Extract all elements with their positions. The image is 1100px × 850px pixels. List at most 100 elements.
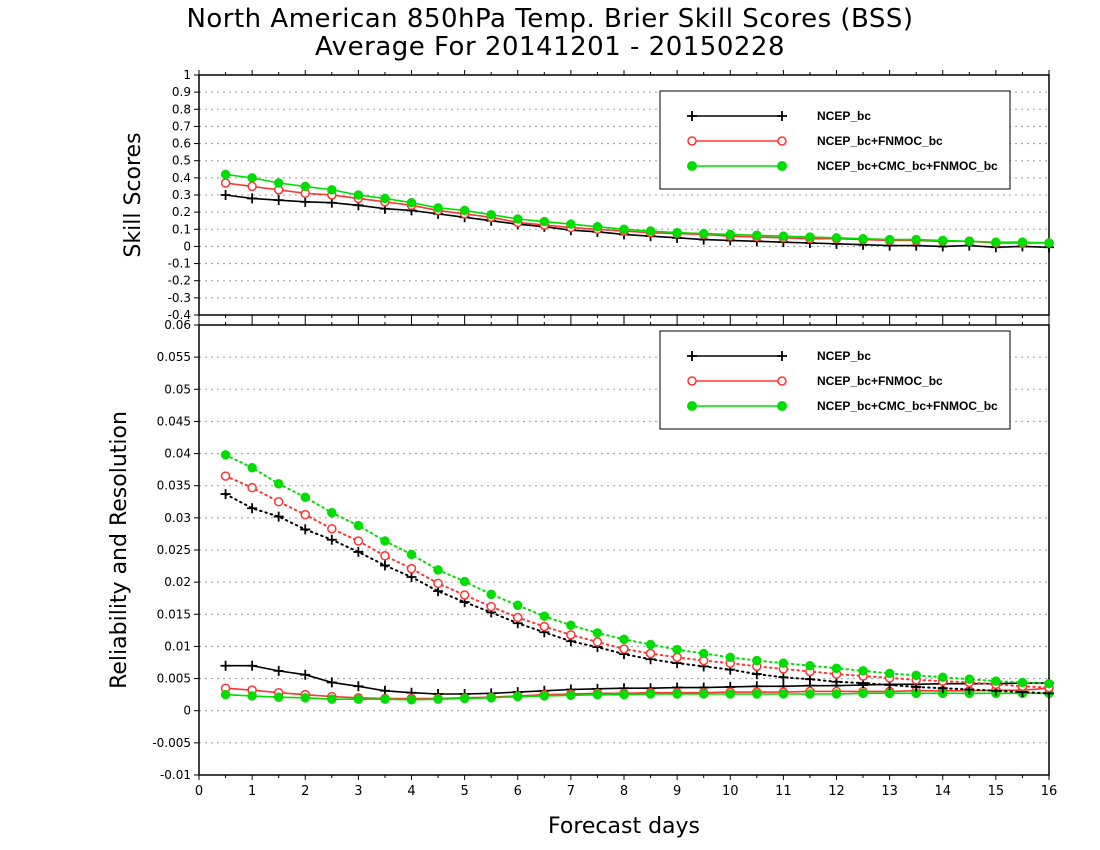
- data-point: [247, 173, 257, 183]
- legend-marker: [687, 136, 697, 146]
- legend-entry: NCEP_bc: [687, 349, 871, 363]
- data-point: [433, 578, 443, 589]
- series-ncep-bc-resolution: [220, 489, 1054, 699]
- data-point: [247, 691, 257, 701]
- series-ncep-bc-cmc-bc-fnmoc-bc-bss: [220, 169, 1054, 248]
- legend-entry: NCEP_bc+CMC_bc+FNMOC_bc: [687, 159, 998, 173]
- y-tick-label: -0.2: [168, 274, 191, 288]
- data-point: [326, 534, 337, 545]
- legend-marker: [777, 161, 787, 171]
- data-point: [247, 462, 257, 473]
- data-point: [831, 663, 842, 674]
- data-point: [539, 216, 550, 227]
- data-point: [831, 233, 842, 243]
- x-tick-label: 2: [301, 784, 309, 799]
- data-point: [273, 665, 284, 676]
- legend-marker: [687, 111, 697, 121]
- x-tick-label: 15: [988, 784, 1005, 799]
- x-tick-label: 4: [407, 784, 415, 799]
- data-point: [406, 197, 417, 208]
- series-line: [224, 493, 1050, 695]
- data-point: [938, 672, 948, 683]
- data-point: [327, 694, 337, 704]
- data-point: [273, 195, 284, 206]
- y-tick-label: 0.9: [172, 85, 191, 99]
- data-point: [725, 689, 735, 699]
- data-point: [406, 695, 417, 705]
- y-tick-label: 1: [183, 68, 191, 82]
- data-point: [220, 471, 231, 481]
- data-point: [459, 590, 470, 600]
- x-tick-label: 10: [722, 784, 739, 799]
- data-point: [406, 563, 417, 574]
- data-point: [379, 560, 390, 571]
- data-point: [752, 230, 762, 241]
- y-tick-label: 0: [183, 239, 191, 253]
- data-point: [459, 693, 470, 704]
- data-point: [433, 203, 443, 213]
- chart-subtitle: Average For 20141201 - 20150228: [314, 32, 785, 62]
- data-point: [592, 221, 603, 232]
- x-tick-label: 3: [354, 784, 362, 799]
- data-point: [592, 637, 603, 647]
- data-point: [220, 450, 231, 460]
- data-point: [353, 520, 364, 531]
- x-tick-label: 6: [514, 784, 522, 799]
- x-tick-label: 8: [620, 784, 628, 799]
- x-tick-label: 9: [673, 784, 681, 799]
- data-point: [805, 232, 815, 242]
- data-point: [672, 689, 682, 699]
- data-point: [300, 492, 310, 503]
- data-point: [884, 668, 895, 679]
- data-point: [327, 524, 337, 534]
- x-tick-label: 1: [248, 784, 256, 799]
- data-point: [247, 482, 257, 493]
- data-point: [566, 219, 576, 229]
- legend-marker: [777, 376, 787, 386]
- data-point: [220, 660, 231, 671]
- data-point: [353, 546, 364, 557]
- legend-marker: [777, 111, 787, 121]
- legend-marker: [687, 401, 697, 411]
- plot-frame: [198, 324, 1050, 776]
- y-tick-label: 0.7: [172, 119, 191, 133]
- legend-label: NCEP_bc+FNMOC_bc: [817, 374, 943, 388]
- data-point: [752, 655, 762, 666]
- data-point: [220, 178, 231, 188]
- y-tick-label: 0.06: [164, 318, 191, 332]
- y-tick-label: 0.6: [172, 137, 191, 151]
- data-point: [273, 479, 284, 489]
- data-point: [513, 600, 523, 611]
- y-tick-label: -0.005: [152, 736, 191, 750]
- x-tick-label: 13: [881, 784, 898, 799]
- data-point: [592, 689, 603, 700]
- legend-marker: [687, 161, 697, 171]
- data-point: [858, 688, 868, 699]
- y-tick-label: 0.01: [164, 639, 191, 653]
- data-point: [220, 169, 231, 180]
- data-point: [459, 205, 470, 216]
- data-point: [247, 660, 258, 671]
- data-point: [672, 227, 682, 238]
- data-point: [645, 226, 656, 236]
- data-point: [911, 234, 921, 245]
- data-point: [672, 644, 682, 655]
- data-point: [1017, 237, 1028, 247]
- panel-bottom: -0.01 -0.005 0 0.005 0.01 0.015 0.02 0.025 0.03 0…: [107, 318, 1057, 799]
- y-tick-label: -0.4: [168, 308, 191, 322]
- x-tick-label: 16: [1041, 784, 1058, 799]
- legend-entry: NCEP_bc+CMC_bc+FNMOC_bc: [687, 399, 998, 413]
- data-point: [964, 674, 975, 684]
- series-line: [225, 182, 1049, 244]
- series-ncep-bc-cmc-bc-fnmoc-bc-reliability: [220, 688, 1054, 705]
- y-tick-label: 0.4: [172, 171, 191, 185]
- data-point: [247, 181, 257, 192]
- y-tick-label: 0.05: [164, 382, 191, 396]
- data-point: [486, 589, 496, 600]
- data-point: [884, 688, 895, 699]
- data-point: [353, 694, 364, 704]
- x-tick-label: 11: [775, 784, 792, 799]
- y-tick-label: 0.015: [157, 607, 191, 621]
